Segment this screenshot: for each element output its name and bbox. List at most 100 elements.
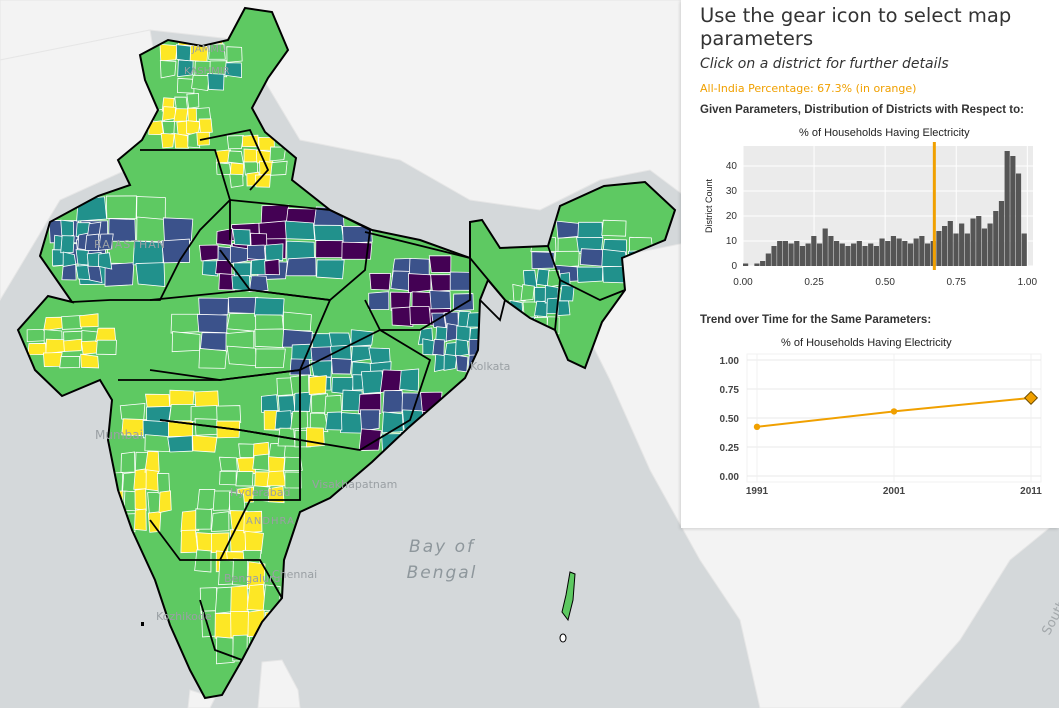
histogram-bar-37 [953, 233, 959, 266]
district-15-0-1 [180, 510, 200, 533]
district-6-3-0 [428, 255, 452, 273]
district-17-0-2 [422, 338, 435, 356]
district-1-4-2 [198, 118, 213, 134]
district-13-3-3 [147, 511, 162, 533]
district-7-2-1 [229, 245, 249, 265]
histogram-xtick-3: 0.75 [947, 277, 967, 288]
district-8-1-3 [198, 347, 227, 369]
map-label-kolkata: Kolkata [470, 360, 511, 373]
district-3-4-1 [162, 217, 194, 243]
land-west [0, 29, 171, 301]
histogram-bar-39 [964, 233, 970, 266]
info-panel: Use the gear icon to select map paramete… [681, 0, 1059, 528]
trend-ytick-3: 0.75 [720, 385, 740, 396]
histogram-bar-34 [936, 231, 942, 266]
histogram-bar-10 [799, 246, 806, 266]
district-8-3-3 [255, 348, 286, 369]
district-14-2-1 [252, 453, 270, 471]
district-1-3-0 [186, 93, 200, 109]
district-14-0-2 [219, 470, 237, 486]
district-5-3-2 [315, 240, 344, 259]
histogram-xtick-0: 0.00 [733, 277, 753, 288]
district-8-3-0 [253, 297, 285, 317]
district-0-2-3 [191, 74, 210, 92]
histogram-bar-0 [743, 263, 749, 266]
district-8-3-2 [254, 328, 286, 349]
histogram-bar-3 [760, 261, 766, 266]
district-12-1-1 [146, 405, 172, 423]
district-11-2-2 [63, 338, 83, 352]
district-0-4-2 [224, 62, 242, 78]
trend-ytick-2: 0.50 [720, 414, 740, 425]
district-10-3-0 [399, 368, 420, 392]
nicobar-island [559, 633, 567, 643]
histogram-bar-29 [907, 243, 914, 266]
district-15-1-3 [194, 549, 212, 573]
district-12-4-2 [216, 420, 241, 439]
district-16-1-3 [216, 636, 235, 665]
district-15-2-0 [212, 490, 232, 511]
histogram-ytick-0: 0 [731, 261, 737, 272]
histogram-bar-30 [913, 238, 919, 266]
district-9-2-0 [328, 332, 353, 348]
district-1-2-3 [173, 132, 189, 149]
district-2-4-1 [269, 146, 287, 162]
district-7-4-2 [264, 258, 280, 276]
district-7-3-3 [248, 275, 269, 293]
district-19-2-2 [534, 300, 548, 318]
district-16-2-2 [230, 610, 250, 638]
histogram-bar-43 [987, 223, 993, 266]
district-6-2-0 [408, 257, 430, 277]
district-3-3-0 [136, 196, 166, 221]
distribution-heading: Given Parameters, Distribution of Distri… [700, 104, 1024, 116]
district-14-1-2 [235, 471, 254, 487]
district-14-4-1 [283, 456, 303, 472]
district-5-2-1 [284, 220, 316, 241]
histogram-ytick-4: 40 [726, 161, 738, 172]
trend-ytick-4: 1.00 [720, 356, 740, 367]
map-label-rajasthan: RAJASTHAN [94, 238, 167, 251]
district-4-1-1 [60, 235, 75, 254]
histogram-bar-5 [771, 246, 777, 266]
map-label-visakhapatnam: Visakhapatnam [312, 478, 398, 491]
panel-subtitle: Click on a district for further details [700, 56, 949, 72]
histogram-ytick-2: 20 [726, 211, 738, 222]
trend-ytick-1: 0.25 [720, 443, 740, 454]
map-label-bengaluru: Bengaluru [224, 572, 281, 585]
district-7-1-0 [216, 228, 233, 246]
histogram-bar-15 [828, 236, 834, 266]
histogram-bar-2 [754, 263, 760, 266]
district-10-0-2 [340, 412, 364, 434]
district-0-1-2 [177, 59, 194, 78]
trend-heading: Trend over Time for the Same Parameters: [700, 314, 932, 326]
trend-xtick-0: 1991 [746, 486, 769, 497]
district-10-1-3 [358, 428, 382, 451]
histogram-bar-41 [976, 216, 982, 266]
state-border-4 [299, 328, 432, 451]
district-0-3-2 [209, 60, 228, 78]
district-3-2-3 [104, 262, 135, 287]
district-20-3-2 [309, 412, 329, 433]
district-7-0-2 [202, 260, 219, 277]
histogram-bar-16 [833, 241, 840, 266]
district-4-1-3 [61, 263, 77, 281]
histogram-bar-19 [851, 243, 857, 266]
histogram-bar-7 [782, 241, 788, 266]
district-11-1-3 [42, 352, 63, 367]
trend-point-0 [753, 423, 761, 431]
district-1-1-3 [160, 132, 175, 149]
district-12-3-3 [192, 435, 218, 453]
district-3-3-3 [135, 262, 166, 288]
district-17-3-2 [455, 339, 470, 357]
sea-label-line-1: Bay of [409, 537, 475, 557]
district-8-0-1 [170, 313, 201, 334]
district-19-3-0 [546, 269, 561, 288]
district-5-3-1 [313, 224, 345, 242]
district-2-1-3 [229, 173, 244, 188]
trend-ytick-0: 0.00 [720, 472, 740, 483]
district-8-0-2 [171, 331, 201, 353]
histogram-ytick-1: 10 [726, 236, 738, 247]
district-5-4-2 [341, 241, 373, 260]
district-7-4-1 [264, 243, 284, 262]
district-20-3-0 [308, 375, 327, 396]
